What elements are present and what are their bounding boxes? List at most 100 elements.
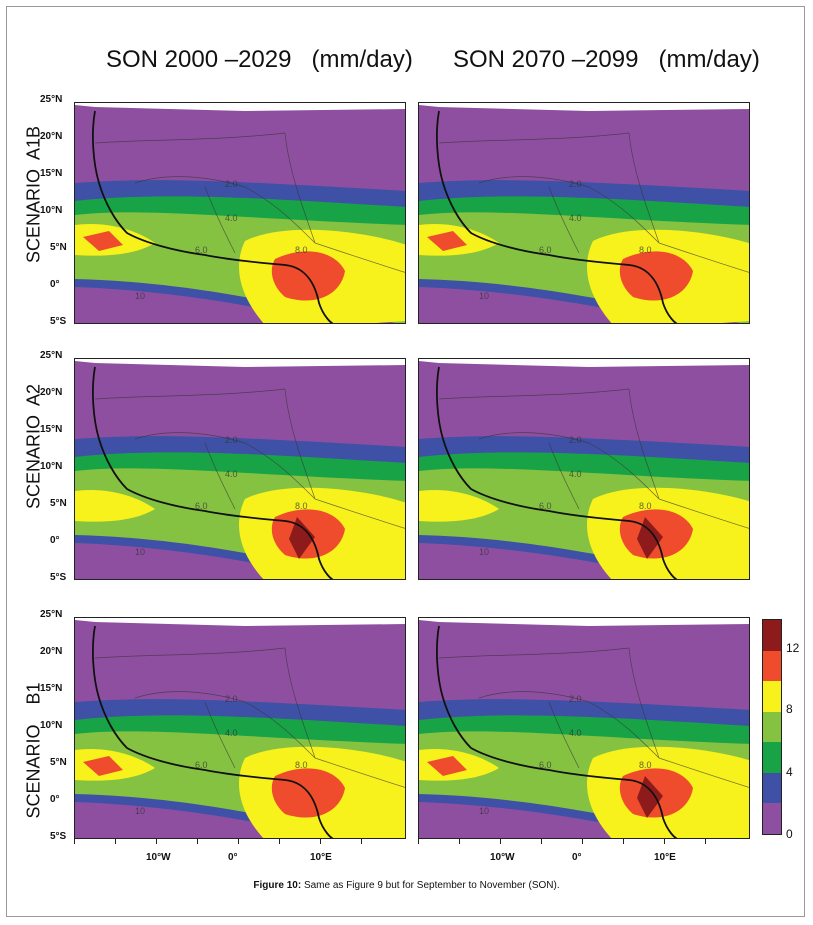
contour-label: 6.0	[539, 245, 552, 255]
lat-label: 0°	[50, 279, 60, 290]
column-title-left: SON 2000 –2029 (mm/day)	[106, 46, 413, 73]
map-panel-a2-2070-2099: 2.0 4.0 6.0 8.0 10	[418, 358, 750, 580]
lon-tick	[459, 839, 460, 844]
country-borders	[438, 388, 749, 529]
contour-label: 4.0	[569, 213, 582, 223]
lon-label: 10°E	[654, 852, 676, 863]
lon-tick	[115, 839, 116, 844]
contour-label: 4.0	[225, 728, 238, 738]
lat-label: 15°N	[40, 168, 63, 179]
contour-label: 8.0	[295, 245, 308, 255]
coastline	[436, 366, 678, 579]
colorbar	[762, 619, 782, 835]
colorbar-tick-8: 8	[786, 702, 793, 716]
contour-label: 6.0	[539, 501, 552, 511]
contour-label: 4.0	[569, 728, 582, 738]
lon-tick	[74, 839, 75, 844]
contour-label: 8.0	[639, 245, 652, 255]
colorbar-segment	[763, 772, 781, 804]
lat-label: 25°N	[40, 609, 63, 620]
map-panel-b1-2070-2099: 2.0 4.0 6.0 8.0 10	[418, 617, 750, 839]
country-borders	[94, 388, 405, 529]
caption-label: Figure 10:	[253, 880, 302, 891]
lon-label: 0°	[228, 852, 238, 863]
precip-map: 2.0 4.0 6.0 8.0 10	[419, 618, 749, 838]
precip-map: 2.0 4.0 6.0 8.0 10	[419, 359, 749, 579]
precip-map: 2.0 4.0 6.0 8.0 10	[75, 618, 405, 838]
figure-caption: Figure 10: Same as Figure 9 but for Sept…	[0, 880, 813, 891]
contour-label: 8.0	[639, 501, 652, 511]
contour-label: 10	[479, 547, 489, 557]
country-borders	[94, 647, 405, 788]
coastline	[92, 366, 334, 579]
precip-map: 2.0 4.0 6.0 8.0 10	[75, 103, 405, 323]
contour-label: 2.0	[569, 179, 582, 189]
colorbar-segment	[763, 650, 781, 682]
colorbar-tick-12: 12	[786, 641, 800, 655]
lon-tick	[238, 839, 239, 844]
lat-label: 20°N	[40, 131, 63, 142]
lat-label: 25°N	[40, 350, 63, 361]
row-label-a1b: SCENARIO A1B	[23, 125, 44, 264]
contour-label: 6.0	[539, 760, 552, 770]
lon-label: 0°	[572, 852, 582, 863]
lat-label: 15°N	[40, 683, 63, 694]
lon-label: 10°W	[146, 852, 171, 863]
lat-label: 5°S	[50, 316, 67, 327]
lat-label: 10°N	[40, 720, 63, 731]
country-borders	[94, 132, 405, 273]
contour-label: 2.0	[225, 179, 238, 189]
contour-label: 10	[135, 291, 145, 301]
colorbar-tick-4: 4	[786, 765, 793, 779]
caption-text: Same as Figure 9 but for September to No…	[301, 880, 560, 891]
lon-tick	[582, 839, 583, 844]
lat-label: 15°N	[40, 424, 63, 435]
colorbar-segment	[763, 711, 781, 743]
colorbar-tick-0: 0	[786, 827, 793, 841]
west-maximum-orange	[83, 756, 123, 776]
lon-tick	[664, 839, 665, 844]
map-panel-a1b-2000-2029: 2.0 4.0 6.0 8.0 10	[74, 102, 406, 324]
lat-label: 5°N	[50, 757, 67, 768]
gulf-maximum-dark-red	[289, 517, 315, 559]
lon-tick	[623, 839, 624, 844]
lat-label: 10°N	[40, 461, 63, 472]
column-title-right: SON 2070 –2099 (mm/day)	[453, 46, 760, 73]
contour-label: 8.0	[295, 760, 308, 770]
lon-tick	[541, 839, 542, 844]
lat-label: 20°N	[40, 646, 63, 657]
lat-label: 10°N	[40, 205, 63, 216]
west-maximum-yellow	[419, 489, 499, 522]
lon-label: 10°E	[310, 852, 332, 863]
contour-label: 8.0	[295, 501, 308, 511]
precip-map: 2.0 4.0 6.0 8.0 10	[419, 103, 749, 323]
west-maximum-orange	[427, 231, 467, 251]
lon-tick	[156, 839, 157, 844]
lat-label: 0°	[50, 535, 60, 546]
coastline	[436, 625, 678, 838]
precip-map: 2.0 4.0 6.0 8.0 10	[75, 359, 405, 579]
contour-label: 6.0	[195, 501, 208, 511]
contour-label: 4.0	[225, 213, 238, 223]
lat-label: 20°N	[40, 387, 63, 398]
contour-label: 4.0	[225, 469, 238, 479]
lat-label: 0°	[50, 794, 60, 805]
west-maximum-yellow	[75, 489, 155, 522]
colorbar-segment	[763, 681, 781, 713]
coastline	[92, 625, 334, 838]
contour-label: 6.0	[195, 245, 208, 255]
lat-label: 5°N	[50, 498, 67, 509]
gulf-maximum-dark-red	[637, 517, 663, 559]
contour-label: 4.0	[569, 469, 582, 479]
gulf-maximum-orange	[271, 251, 345, 301]
lon-tick	[361, 839, 362, 844]
row-label-b1: SCENARIO B1	[23, 682, 44, 819]
row-label-a2: SCENARIO A2	[23, 383, 44, 510]
contour-label: 10	[135, 547, 145, 557]
colorbar-segment	[763, 803, 781, 835]
gulf-maximum-dark-red	[637, 776, 663, 818]
coastline	[436, 110, 678, 323]
contour-label: 8.0	[639, 760, 652, 770]
contour-label: 10	[135, 806, 145, 816]
contour-label: 2.0	[569, 435, 582, 445]
